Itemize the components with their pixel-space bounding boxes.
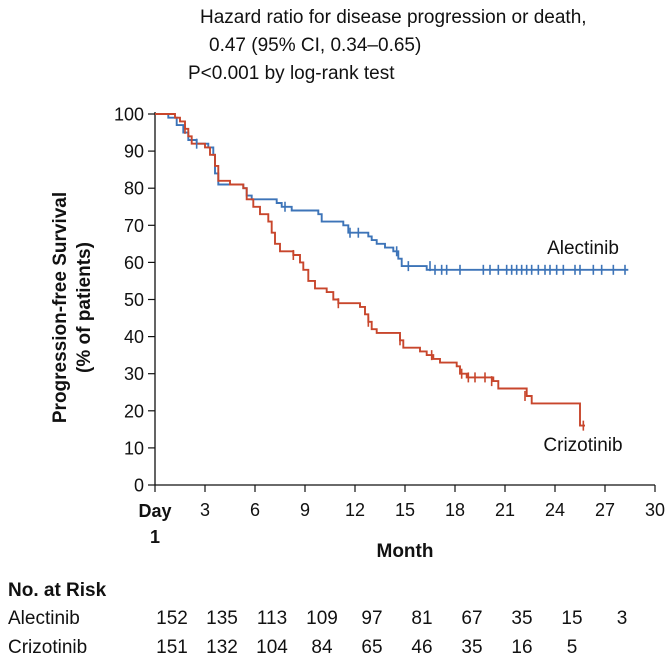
survival-chart: 0 10 20 30 40 50 60 70 80 90 100 Day 1 3 6 9 12 15 18 21 24 2… <box>50 105 665 563</box>
risk-row-label-alectinib: Alectinib <box>8 608 80 629</box>
series-label-crizotinib: Crizotinib <box>543 435 622 456</box>
x-tick-label-day1-line1: Day <box>138 501 171 521</box>
risk-cell-alectinib: 135 <box>206 608 238 629</box>
x-tick-label: 3 <box>200 500 210 520</box>
risk-cell-crizotinib: 5 <box>566 637 578 658</box>
risk-cell-crizotinib: 104 <box>256 637 288 658</box>
risk-table-title: No. at Risk <box>8 580 107 601</box>
risk-cell-crizotinib: 84 <box>311 637 333 658</box>
x-tick-label: 21 <box>495 500 515 520</box>
x-tick-label: 24 <box>545 500 565 520</box>
series-labels: Alectinib Crizotinib <box>543 238 622 456</box>
axes: 0 10 20 30 40 50 60 70 80 90 100 Day 1 3 6 9 12 15 18 21 24 2… <box>50 105 665 563</box>
x-tick-label-day1-line2: 1 <box>150 527 160 547</box>
risk-cell-crizotinib: 151 <box>156 637 188 658</box>
y-tick-label: 60 <box>124 253 144 273</box>
hazard-ratio-annotation-line1: Hazard ratio for disease progression or … <box>200 7 587 28</box>
risk-cell-crizotinib: 65 <box>361 637 383 658</box>
risk-cell-crizotinib: 35 <box>461 637 483 658</box>
censor-marks <box>184 123 626 431</box>
y-tick-label: 90 <box>124 142 144 162</box>
y-tick-label: 40 <box>124 327 144 347</box>
y-tick-label: 20 <box>124 401 144 421</box>
y-tick-label: 10 <box>124 438 144 458</box>
y-axis-label: Progression-free Survival (% of patients) <box>50 192 95 423</box>
x-axis-label: Month <box>377 541 434 562</box>
series-label-alectinib: Alectinib <box>547 238 619 259</box>
risk-cell-crizotinib: 46 <box>411 637 433 658</box>
y-tick-label: 30 <box>124 364 144 384</box>
x-tick-label: 27 <box>595 500 615 520</box>
risk-cell-crizotinib: 16 <box>511 637 533 658</box>
risk-cell-alectinib: 15 <box>561 608 583 629</box>
risk-cell-alectinib: 67 <box>461 608 483 629</box>
y-tick-label: 80 <box>124 179 144 199</box>
risk-cell-alectinib: 97 <box>361 608 383 629</box>
y-axis-label-line: Progression-free Survival <box>50 192 71 423</box>
risk-cell-alectinib: 81 <box>411 608 433 629</box>
x-tick-label: 6 <box>250 500 260 520</box>
pvalue-annotation: P<0.001 by log-rank test <box>188 63 395 84</box>
x-tick-label: 9 <box>300 500 310 520</box>
x-tick-label-day1: Day 1 <box>138 501 171 547</box>
hazard-ratio-annotation-line2: 0.47 (95% CI, 0.34–0.65) <box>209 35 422 56</box>
x-tick-label: 15 <box>395 500 415 520</box>
risk-cell-alectinib: 109 <box>306 608 338 629</box>
x-tick-label: 12 <box>345 500 365 520</box>
y-tick-label: 0 <box>134 476 144 496</box>
series-line-crizotinib <box>155 113 585 427</box>
y-tick-label: 50 <box>124 290 144 310</box>
y-tick-label: 100 <box>114 105 144 125</box>
risk-row-label-crizotinib: Crizotinib <box>8 637 88 658</box>
risk-cell-alectinib: 152 <box>156 608 188 629</box>
risk-cell-crizotinib: 132 <box>206 637 238 658</box>
risk-cell-alectinib: 35 <box>511 608 533 629</box>
risk-cell-alectinib: 3 <box>616 608 628 629</box>
x-tick-label: 30 <box>645 500 665 520</box>
x-tick-label: 18 <box>445 500 465 520</box>
risk-cell-alectinib: 113 <box>256 608 288 629</box>
y-tick-label: 70 <box>124 216 144 236</box>
y-axis-label-line: (% of patients) <box>74 242 95 373</box>
